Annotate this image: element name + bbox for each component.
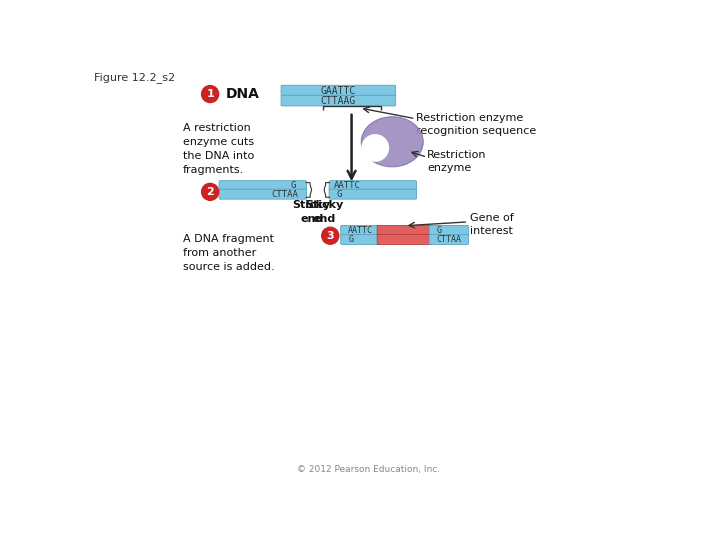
Text: 2: 2 xyxy=(206,187,214,197)
Text: AATTC: AATTC xyxy=(348,226,373,235)
Text: A DNA fragment
from another
source is added.: A DNA fragment from another source is ad… xyxy=(183,234,274,272)
Text: GAATTC: GAATTC xyxy=(321,86,356,96)
Text: CTTAAG: CTTAAG xyxy=(321,96,356,106)
FancyBboxPatch shape xyxy=(219,189,307,199)
Text: A restriction
enzyme cuts
the DNA into
fragments.: A restriction enzyme cuts the DNA into f… xyxy=(183,123,254,174)
Text: Restriction
enzyme: Restriction enzyme xyxy=(427,150,487,173)
FancyBboxPatch shape xyxy=(219,181,307,191)
Text: 1: 1 xyxy=(206,89,214,99)
Text: Sticky
end: Sticky end xyxy=(305,200,343,224)
FancyBboxPatch shape xyxy=(341,225,380,235)
FancyBboxPatch shape xyxy=(281,95,396,106)
FancyBboxPatch shape xyxy=(377,234,432,245)
FancyBboxPatch shape xyxy=(341,234,380,245)
Circle shape xyxy=(322,227,339,244)
Text: Figure 12.2_s2: Figure 12.2_s2 xyxy=(94,72,175,83)
Circle shape xyxy=(202,85,219,103)
Text: G: G xyxy=(348,235,354,244)
Text: DNA: DNA xyxy=(225,87,259,101)
FancyBboxPatch shape xyxy=(377,225,432,235)
FancyBboxPatch shape xyxy=(329,189,417,199)
FancyBboxPatch shape xyxy=(429,234,469,245)
Text: CTTAA: CTTAA xyxy=(436,235,462,244)
Text: G: G xyxy=(290,181,296,190)
Text: G: G xyxy=(337,190,342,199)
Ellipse shape xyxy=(361,134,389,162)
FancyBboxPatch shape xyxy=(429,225,469,235)
Text: AATTC: AATTC xyxy=(334,181,361,190)
Text: G: G xyxy=(437,226,442,235)
Ellipse shape xyxy=(361,117,423,167)
Text: Gene of
interest: Gene of interest xyxy=(469,213,513,236)
Text: © 2012 Pearson Education, Inc.: © 2012 Pearson Education, Inc. xyxy=(297,465,441,475)
FancyBboxPatch shape xyxy=(281,85,396,96)
Text: Sticky
end: Sticky end xyxy=(292,200,330,224)
Text: CTTAA: CTTAA xyxy=(272,190,299,199)
Circle shape xyxy=(202,184,219,200)
FancyBboxPatch shape xyxy=(329,181,417,191)
Text: 3: 3 xyxy=(326,231,334,241)
Text: Restriction enzyme
recognition sequence: Restriction enzyme recognition sequence xyxy=(415,112,536,136)
